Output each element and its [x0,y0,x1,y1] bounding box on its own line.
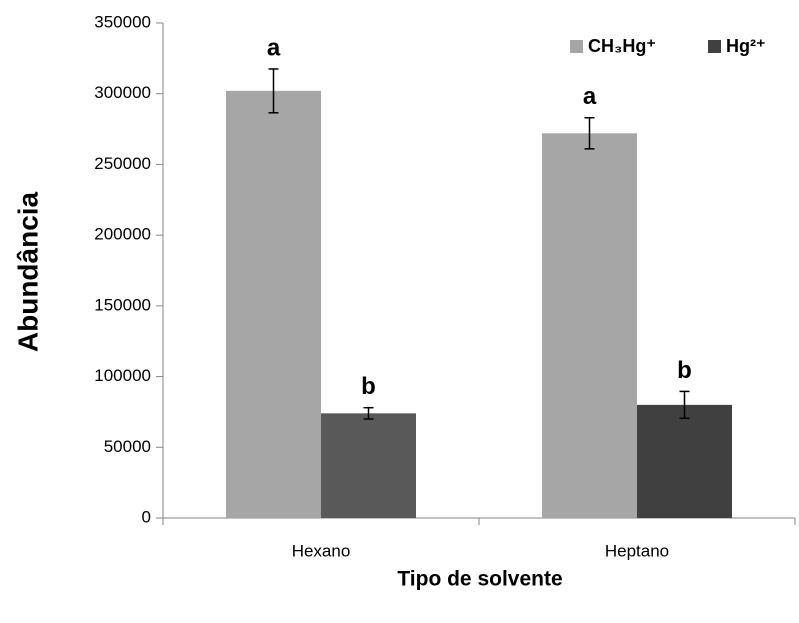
bar [542,133,637,519]
legend-swatch [708,40,721,53]
annotation: a [583,83,597,110]
x-tick-label: Hexano [292,541,351,560]
bar [226,90,321,518]
y-axis-label: Abundância [12,191,43,352]
error-bar [584,117,595,150]
y-tick-label: 150000 [94,295,151,314]
y-tick-label: 100000 [94,366,151,385]
annotation: b [677,357,692,384]
x-tick-label: Heptano [605,541,669,560]
y-tick-label: 0 [142,507,151,526]
annotation: b [361,373,376,400]
x-axis-label: Tipo de solvente [397,568,562,591]
error-bar [268,68,279,114]
error-bar [679,390,690,420]
legend-swatch [570,40,583,53]
y-tick-label: 200000 [94,225,151,244]
error-bar [363,406,374,420]
annotation: a [267,34,281,61]
y-tick-label: 350000 [94,12,151,31]
legend-label: Hg²⁺ [726,36,766,56]
y-tick-label: 250000 [94,154,151,173]
y-tick-label: 50000 [104,437,151,456]
y-tick-label: 300000 [94,83,151,102]
legend-label: CH₃Hg⁺ [588,36,656,56]
bar [637,404,732,518]
bar [321,413,416,518]
